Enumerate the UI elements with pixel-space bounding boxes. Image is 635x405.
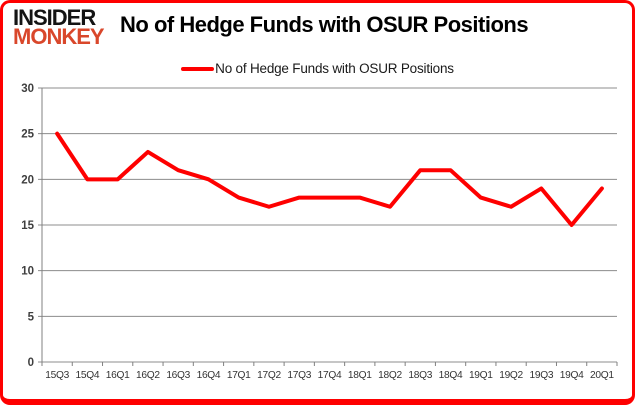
insider-monkey-logo: INSIDER MONKEY — [13, 5, 105, 49]
legend-label: No of Hedge Funds with OSUR Positions — [215, 61, 454, 76]
y-axis-label: 0 — [28, 357, 34, 369]
x-axis-label: 15Q4 — [76, 370, 100, 381]
x-axis-label: 18Q3 — [408, 370, 432, 381]
x-axis-label: 17Q4 — [318, 370, 342, 381]
y-axis-label: 30 — [21, 83, 34, 95]
y-axis-label: 10 — [21, 266, 34, 278]
chart-title: No of Hedge Funds with OSUR Positions — [120, 12, 529, 37]
y-axis-label: 20 — [21, 174, 34, 186]
y-axis-label: 25 — [21, 129, 34, 141]
x-axis-label: 18Q1 — [348, 370, 372, 381]
x-axis-label: 18Q4 — [439, 370, 463, 381]
x-axis-label: 17Q3 — [287, 370, 311, 381]
x-axis-label: 18Q2 — [378, 370, 402, 381]
x-axis-label: 16Q1 — [106, 370, 130, 381]
x-axis-label: 15Q3 — [45, 370, 69, 381]
data-line-series — [55, 131, 604, 227]
x-axis-label: 16Q3 — [166, 370, 190, 381]
x-axis-label: 20Q1 — [590, 370, 614, 381]
x-axis-label: 19Q4 — [560, 370, 584, 381]
legend: No of Hedge Funds with OSUR Positions — [3, 61, 632, 76]
logo-text-insider: INSIDER — [13, 5, 96, 30]
x-axis-label: 19Q1 — [469, 370, 493, 381]
logo-text-monkey: MONKEY — [13, 23, 105, 49]
y-axis-label: 15 — [21, 220, 34, 232]
x-axis-label: 17Q1 — [227, 370, 251, 381]
y-axis-label: 5 — [28, 311, 35, 323]
x-axis-label: 17Q2 — [257, 370, 281, 381]
x-axis-label: 16Q4 — [197, 370, 221, 381]
legend-line-swatch — [181, 66, 215, 71]
x-axis-label: 19Q3 — [529, 370, 553, 381]
x-axis-label: 19Q2 — [499, 370, 523, 381]
line-chart: 0 5 10 15 20 25 30 15Q3 15Q4 16Q1 16Q2 16Q3 16Q4 17Q1… — [21, 83, 618, 381]
x-axis-label: 16Q2 — [136, 370, 160, 381]
